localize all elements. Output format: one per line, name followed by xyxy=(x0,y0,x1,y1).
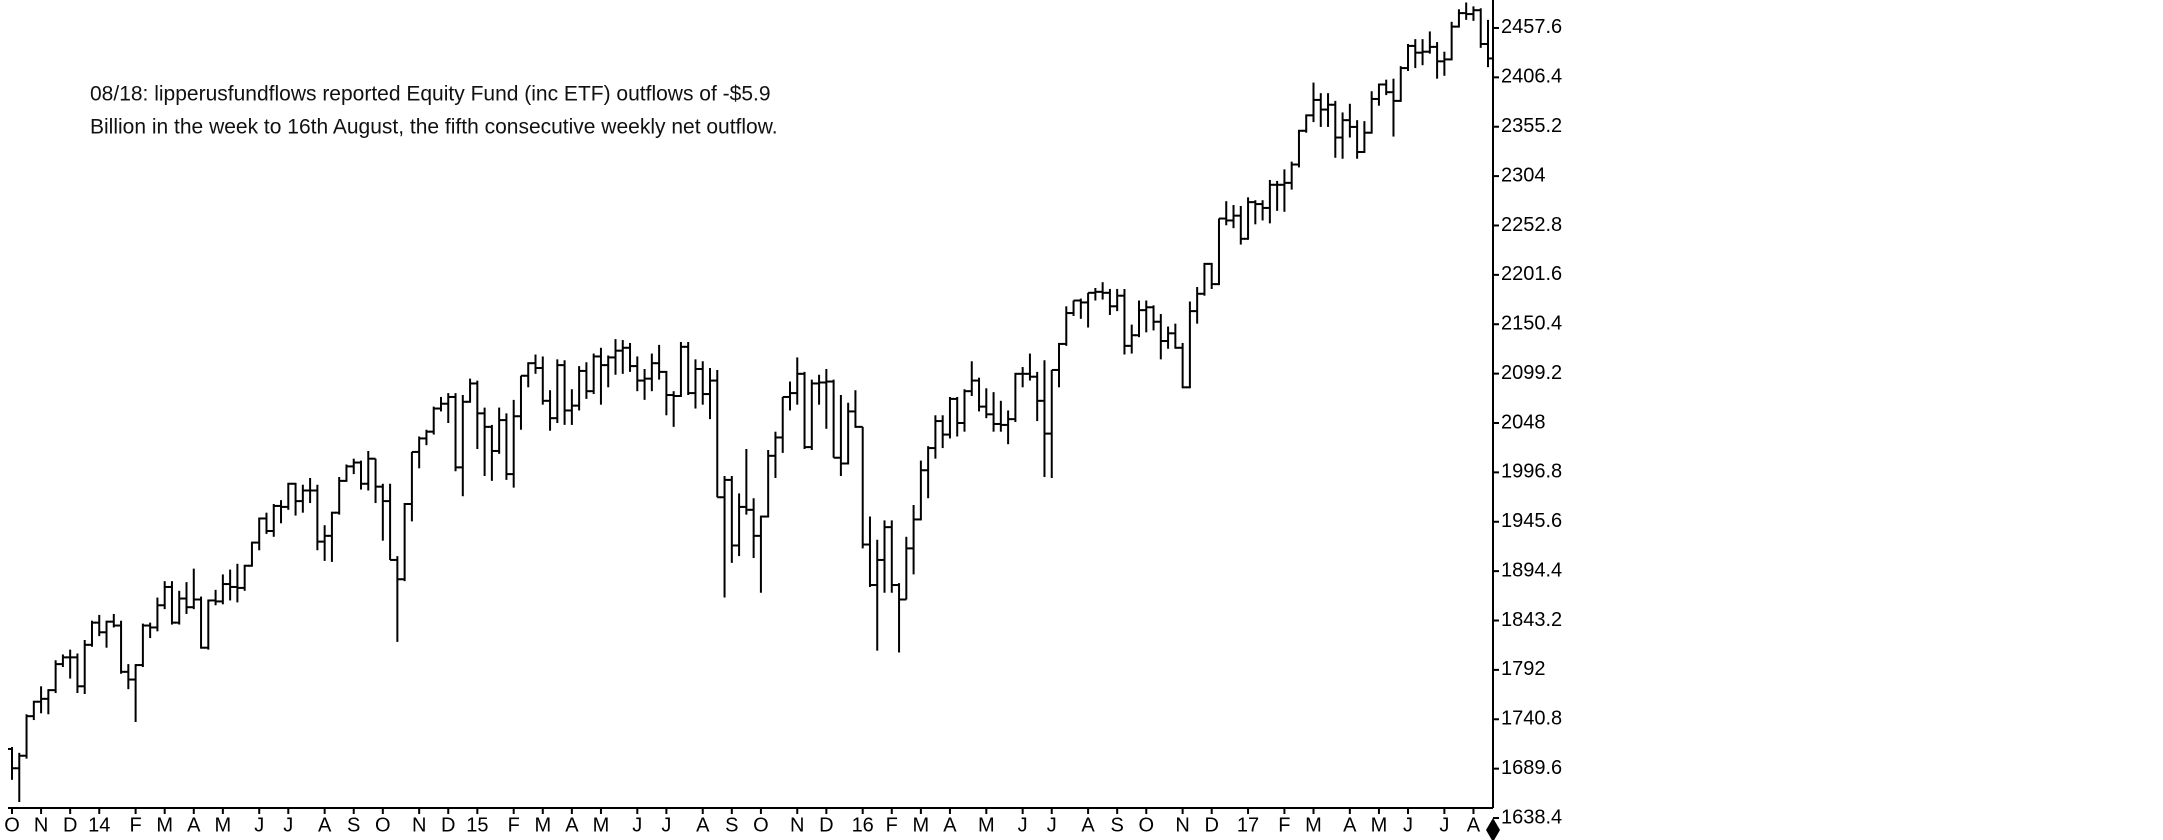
x-tick-label: A xyxy=(187,814,201,836)
x-tick-label: J xyxy=(1403,814,1413,836)
y-tick-label: 1638.4 xyxy=(1501,806,1562,828)
x-tick-label: J xyxy=(1439,814,1449,836)
x-tick-label: F xyxy=(886,814,898,836)
x-tick-label: A xyxy=(1343,814,1357,836)
x-tick-label: J xyxy=(1018,814,1028,836)
y-tick-label: 2406.4 xyxy=(1501,66,1562,88)
y-tick-label: 2048 xyxy=(1501,411,1546,433)
x-tick-label: N xyxy=(412,814,426,836)
x-tick-label: J xyxy=(1047,814,1057,836)
x-tick-label: M xyxy=(534,814,551,836)
x-tick-label: M xyxy=(1305,814,1322,836)
x-tick-label: D xyxy=(1204,814,1218,836)
y-tick-label: 2304 xyxy=(1501,164,1546,186)
x-tick-label: A xyxy=(1081,814,1095,836)
x-tick-label: 14 xyxy=(88,814,110,836)
y-tick-label: 2252.8 xyxy=(1501,214,1562,236)
x-tick-label: M xyxy=(978,814,995,836)
y-tick-label: 1996.8 xyxy=(1501,461,1562,483)
x-tick-label: J xyxy=(632,814,642,836)
x-tick-label: F xyxy=(129,814,141,836)
x-tick-label: S xyxy=(1111,814,1124,836)
y-tick-label: 2150.4 xyxy=(1501,313,1562,335)
x-tick-label: N xyxy=(790,814,804,836)
x-tick-label: F xyxy=(508,814,520,836)
annotation: Billion in the week to 16th August, the … xyxy=(90,116,778,139)
x-tick-label: M xyxy=(1371,814,1388,836)
x-tick-label: 17 xyxy=(1237,814,1259,836)
x-tick-label: N xyxy=(34,814,48,836)
x-tick-label: M xyxy=(156,814,173,836)
x-tick-label: S xyxy=(725,814,738,836)
y-tick-label: 2201.6 xyxy=(1501,263,1562,285)
y-tick-label: 1843.2 xyxy=(1501,609,1562,631)
x-tick-label: M xyxy=(593,814,610,836)
current-marker xyxy=(1486,818,1500,840)
x-tick-label: D xyxy=(441,814,455,836)
y-tick-label: 1894.4 xyxy=(1501,559,1562,581)
x-tick-label: J xyxy=(283,814,293,836)
x-tick-label: 16 xyxy=(852,814,874,836)
x-tick-label: F xyxy=(1278,814,1290,836)
x-tick-label: 15 xyxy=(466,814,488,836)
x-tick-label: D xyxy=(819,814,833,836)
x-tick-label: M xyxy=(215,814,232,836)
y-tick-label: 1945.6 xyxy=(1501,510,1562,532)
x-tick-label: D xyxy=(63,814,77,836)
x-tick-label: A xyxy=(1467,814,1481,836)
x-tick-label: S xyxy=(347,814,360,836)
x-tick-label: N xyxy=(1175,814,1189,836)
x-tick-label: M xyxy=(913,814,930,836)
x-tick-label: A xyxy=(318,814,332,836)
x-tick-label: A xyxy=(565,814,579,836)
y-tick-label: 1689.6 xyxy=(1501,757,1562,779)
annotation: 08/18: lipperusfundflows reported Equity… xyxy=(90,83,771,106)
x-tick-label: O xyxy=(1138,814,1154,836)
x-tick-label: A xyxy=(943,814,957,836)
x-tick-label: J xyxy=(254,814,264,836)
y-tick-label: 1740.8 xyxy=(1501,708,1562,730)
y-tick-label: 2457.6 xyxy=(1501,16,1562,38)
y-tick-label: 1792 xyxy=(1501,658,1546,680)
x-tick-label: O xyxy=(4,814,20,836)
y-tick-label: 2355.2 xyxy=(1501,115,1562,137)
x-tick-label: O xyxy=(375,814,391,836)
x-tick-label: A xyxy=(696,814,710,836)
x-tick-label: O xyxy=(753,814,769,836)
x-tick-label: J xyxy=(661,814,671,836)
y-tick-label: 2099.2 xyxy=(1501,362,1562,384)
